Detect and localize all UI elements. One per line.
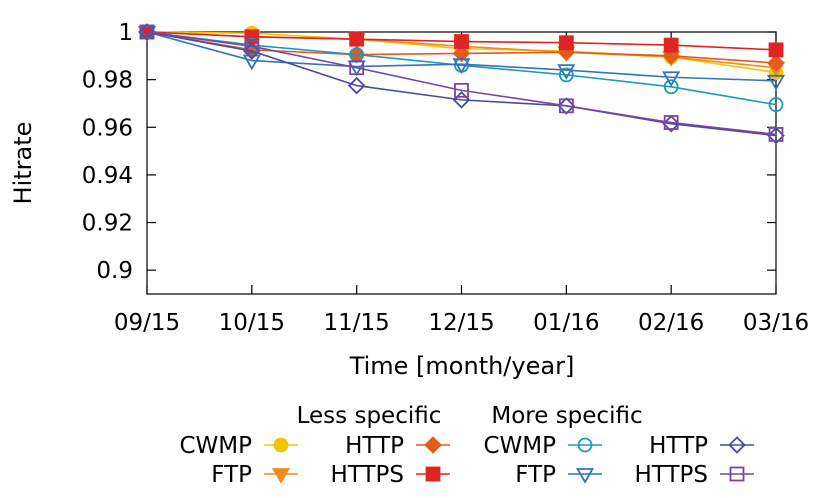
series-line (146, 31, 777, 82)
legend-marker (425, 466, 441, 482)
legend-label: HTTP (345, 433, 404, 459)
x-tick-label: 02/16 (638, 310, 704, 336)
legend-item: HTTP (649, 433, 754, 459)
y-tick-label: 0.9 (96, 258, 133, 284)
x-axis-label: Time [month/year] (349, 352, 575, 380)
x-tick-label: 12/15 (428, 310, 494, 336)
y-tick-label: 0.94 (82, 163, 133, 189)
data-point (349, 31, 365, 47)
legend-label: HTTP (649, 433, 708, 459)
data-point (558, 35, 574, 51)
data-point (663, 37, 679, 53)
y-axis-label: Hitrate (9, 122, 37, 205)
legend-item: FTP (515, 462, 602, 488)
x-tick-label: 01/16 (533, 310, 599, 336)
legend-item: HTTPS (331, 462, 450, 488)
x-axis-ticks: 09/15 10/15 11/15 12/15 01/16 02/16 03/16 (114, 32, 809, 336)
data-point (452, 44, 471, 63)
x-tick-label: 10/15 (219, 310, 285, 336)
x-tick-label: 03/16 (743, 310, 809, 336)
data-point (557, 64, 576, 80)
data-point (452, 58, 471, 74)
series-more-specific-ftp (137, 26, 786, 91)
legend-group-title: Less specific (297, 403, 442, 429)
data-point (662, 71, 681, 88)
data-point (243, 42, 261, 60)
legend-label: FTP (211, 462, 252, 488)
legend-marker (273, 437, 289, 453)
legend-item: CWMP (179, 433, 298, 459)
legend-group-title: More specific (491, 403, 642, 429)
data-point (768, 97, 784, 113)
data-point (242, 54, 261, 71)
data-point (663, 115, 679, 130)
data-point (139, 24, 155, 40)
x-tick-label: 11/15 (324, 310, 390, 336)
data-point (454, 82, 469, 98)
x-tick-label: 09/15 (114, 310, 180, 336)
y-tick-label: 1 (118, 20, 133, 46)
series-line (146, 31, 777, 136)
legend-label: HTTPS (331, 462, 404, 488)
data-point (766, 74, 786, 91)
legend: Less specific More specific CWMP FTP HTTP HTT… (179, 403, 754, 488)
legend-label: FTP (515, 462, 556, 488)
legend-marker (575, 468, 595, 484)
legend-marker (728, 436, 746, 454)
y-tick-label: 0.96 (82, 115, 133, 141)
legend-marker (271, 468, 291, 484)
series-more-specific-https (139, 24, 784, 142)
legend-item: FTP (211, 462, 298, 488)
data-point (768, 127, 784, 142)
data-point (558, 98, 574, 114)
y-axis-ticks: 1 0.98 0.96 0.94 0.92 0.9 (82, 20, 776, 284)
series-layer (137, 23, 786, 145)
data-point (768, 42, 784, 58)
legend-marker (424, 436, 442, 454)
y-tick-label: 0.92 (82, 211, 133, 237)
data-point (663, 79, 679, 95)
data-point (347, 76, 366, 95)
legend-marker (577, 437, 593, 453)
series-more-specific-http (138, 23, 785, 145)
data-point (137, 26, 157, 42)
y-tick-label: 0.98 (82, 68, 133, 94)
legend-item: HTTP (345, 433, 450, 459)
legend-item: CWMP (483, 433, 602, 459)
data-point (349, 60, 365, 76)
series-line (146, 31, 777, 137)
data-point (454, 34, 469, 49)
legend-label: CWMP (483, 433, 556, 459)
legend-label: HTTPS (635, 462, 708, 488)
data-point (138, 23, 156, 41)
data-point (557, 97, 576, 115)
legend-label: CWMP (179, 433, 252, 459)
legend-item: HTTPS (635, 462, 754, 488)
data-point (767, 54, 785, 72)
data-point (558, 67, 574, 83)
data-point (244, 38, 260, 54)
legend-marker (729, 466, 745, 482)
